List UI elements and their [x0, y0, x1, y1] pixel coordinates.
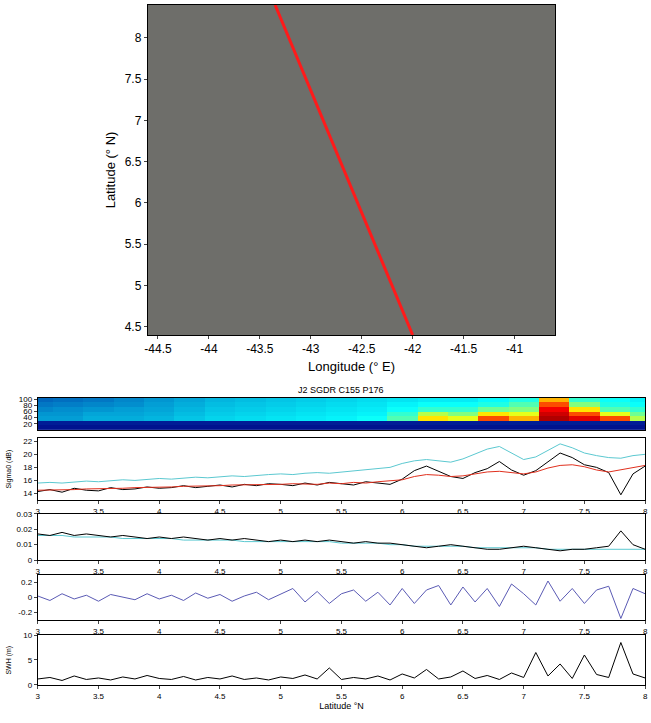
svg-text:7: 7	[521, 692, 526, 701]
svg-text:Latitude °N: Latitude °N	[319, 701, 364, 711]
svg-text:5: 5	[135, 279, 142, 293]
svg-text:3: 3	[36, 627, 41, 636]
svg-text:8: 8	[643, 507, 648, 516]
svg-text:4: 4	[157, 627, 162, 636]
svg-text:3.5: 3.5	[93, 567, 105, 576]
svg-text:6.5: 6.5	[457, 627, 469, 636]
svg-text:4.5: 4.5	[214, 567, 226, 576]
svg-text:6: 6	[400, 627, 405, 636]
svg-text:80: 80	[23, 401, 32, 410]
svg-text:5.5: 5.5	[336, 507, 348, 516]
svg-text:4.5: 4.5	[125, 320, 142, 334]
svg-text:14: 14	[23, 489, 32, 498]
svg-text:6.5: 6.5	[457, 507, 469, 516]
svg-text:0.2: 0.2	[21, 578, 33, 587]
svg-text:-43: -43	[302, 342, 320, 356]
svg-text:5: 5	[278, 692, 283, 701]
svg-text:7.5: 7.5	[579, 507, 591, 516]
svg-text:22: 22	[23, 437, 32, 446]
svg-text:20: 20	[23, 450, 32, 459]
svg-text:6: 6	[135, 196, 142, 210]
svg-text:0.02: 0.02	[17, 525, 33, 534]
svg-text:0.03: 0.03	[17, 510, 33, 519]
svg-text:6: 6	[400, 567, 405, 576]
svg-text:7: 7	[521, 627, 526, 636]
svg-text:4: 4	[157, 507, 162, 516]
svg-text:0.01: 0.01	[17, 540, 33, 549]
svg-text:8: 8	[643, 627, 648, 636]
svg-text:-43.5: -43.5	[246, 342, 274, 356]
svg-text:10: 10	[23, 631, 32, 640]
svg-text:100: 100	[19, 395, 33, 404]
svg-text:8: 8	[643, 692, 648, 701]
svg-text:J2 SGDR C155 P176: J2 SGDR C155 P176	[298, 385, 384, 395]
svg-text:0: 0	[28, 593, 33, 602]
svg-text:-41.5: -41.5	[450, 342, 478, 356]
svg-text:8: 8	[643, 567, 648, 576]
svg-text:3: 3	[36, 507, 41, 516]
svg-text:16: 16	[23, 476, 32, 485]
svg-text:0: 0	[28, 681, 33, 690]
svg-text:6: 6	[400, 692, 405, 701]
svg-text:-42: -42	[404, 342, 422, 356]
svg-text:7.5: 7.5	[579, 567, 591, 576]
svg-text:7: 7	[521, 567, 526, 576]
svg-text:3.5: 3.5	[93, 627, 105, 636]
svg-text:5: 5	[278, 507, 283, 516]
svg-text:5.5: 5.5	[336, 692, 348, 701]
svg-text:0: 0	[28, 556, 33, 565]
svg-text:-41: -41	[506, 342, 524, 356]
svg-text:3.5: 3.5	[93, 507, 105, 516]
svg-text:7.5: 7.5	[579, 692, 591, 701]
svg-text:6: 6	[400, 507, 405, 516]
svg-text:4.5: 4.5	[214, 627, 226, 636]
svg-text:Latitude (° N): Latitude (° N)	[103, 132, 118, 209]
svg-text:4: 4	[157, 567, 162, 576]
svg-text:7: 7	[135, 114, 142, 128]
svg-text:Longitude (° E): Longitude (° E)	[308, 359, 395, 374]
svg-text:5: 5	[28, 656, 33, 665]
svg-text:-44: -44	[200, 342, 218, 356]
svg-text:7: 7	[521, 507, 526, 516]
svg-text:7.5: 7.5	[579, 627, 591, 636]
svg-text:5.5: 5.5	[336, 627, 348, 636]
svg-text:3: 3	[36, 567, 41, 576]
svg-text:60: 60	[23, 407, 32, 416]
svg-text:-44.5: -44.5	[144, 342, 172, 356]
svg-text:3: 3	[36, 692, 41, 701]
svg-text:40: 40	[23, 413, 32, 422]
svg-text:7.5: 7.5	[125, 72, 142, 86]
svg-text:4.5: 4.5	[214, 692, 226, 701]
svg-text:-0.2: -0.2	[18, 608, 32, 617]
svg-text:20: 20	[23, 420, 32, 429]
svg-text:5: 5	[278, 627, 283, 636]
svg-text:8: 8	[135, 31, 142, 45]
svg-text:4.5: 4.5	[214, 507, 226, 516]
svg-text:6.5: 6.5	[457, 567, 469, 576]
svg-text:5.5: 5.5	[336, 567, 348, 576]
svg-text:Sigma0 (dB): Sigma0 (dB)	[5, 450, 13, 489]
svg-text:18: 18	[23, 463, 32, 472]
svg-text:-42.5: -42.5	[348, 342, 376, 356]
svg-text:6.5: 6.5	[125, 155, 142, 169]
svg-text:6.5: 6.5	[457, 692, 469, 701]
svg-text:3.5: 3.5	[93, 692, 105, 701]
svg-text:5: 5	[278, 567, 283, 576]
svg-text:5.5: 5.5	[125, 237, 142, 251]
svg-text:4: 4	[157, 692, 162, 701]
svg-text:SWH (m): SWH (m)	[5, 646, 13, 675]
